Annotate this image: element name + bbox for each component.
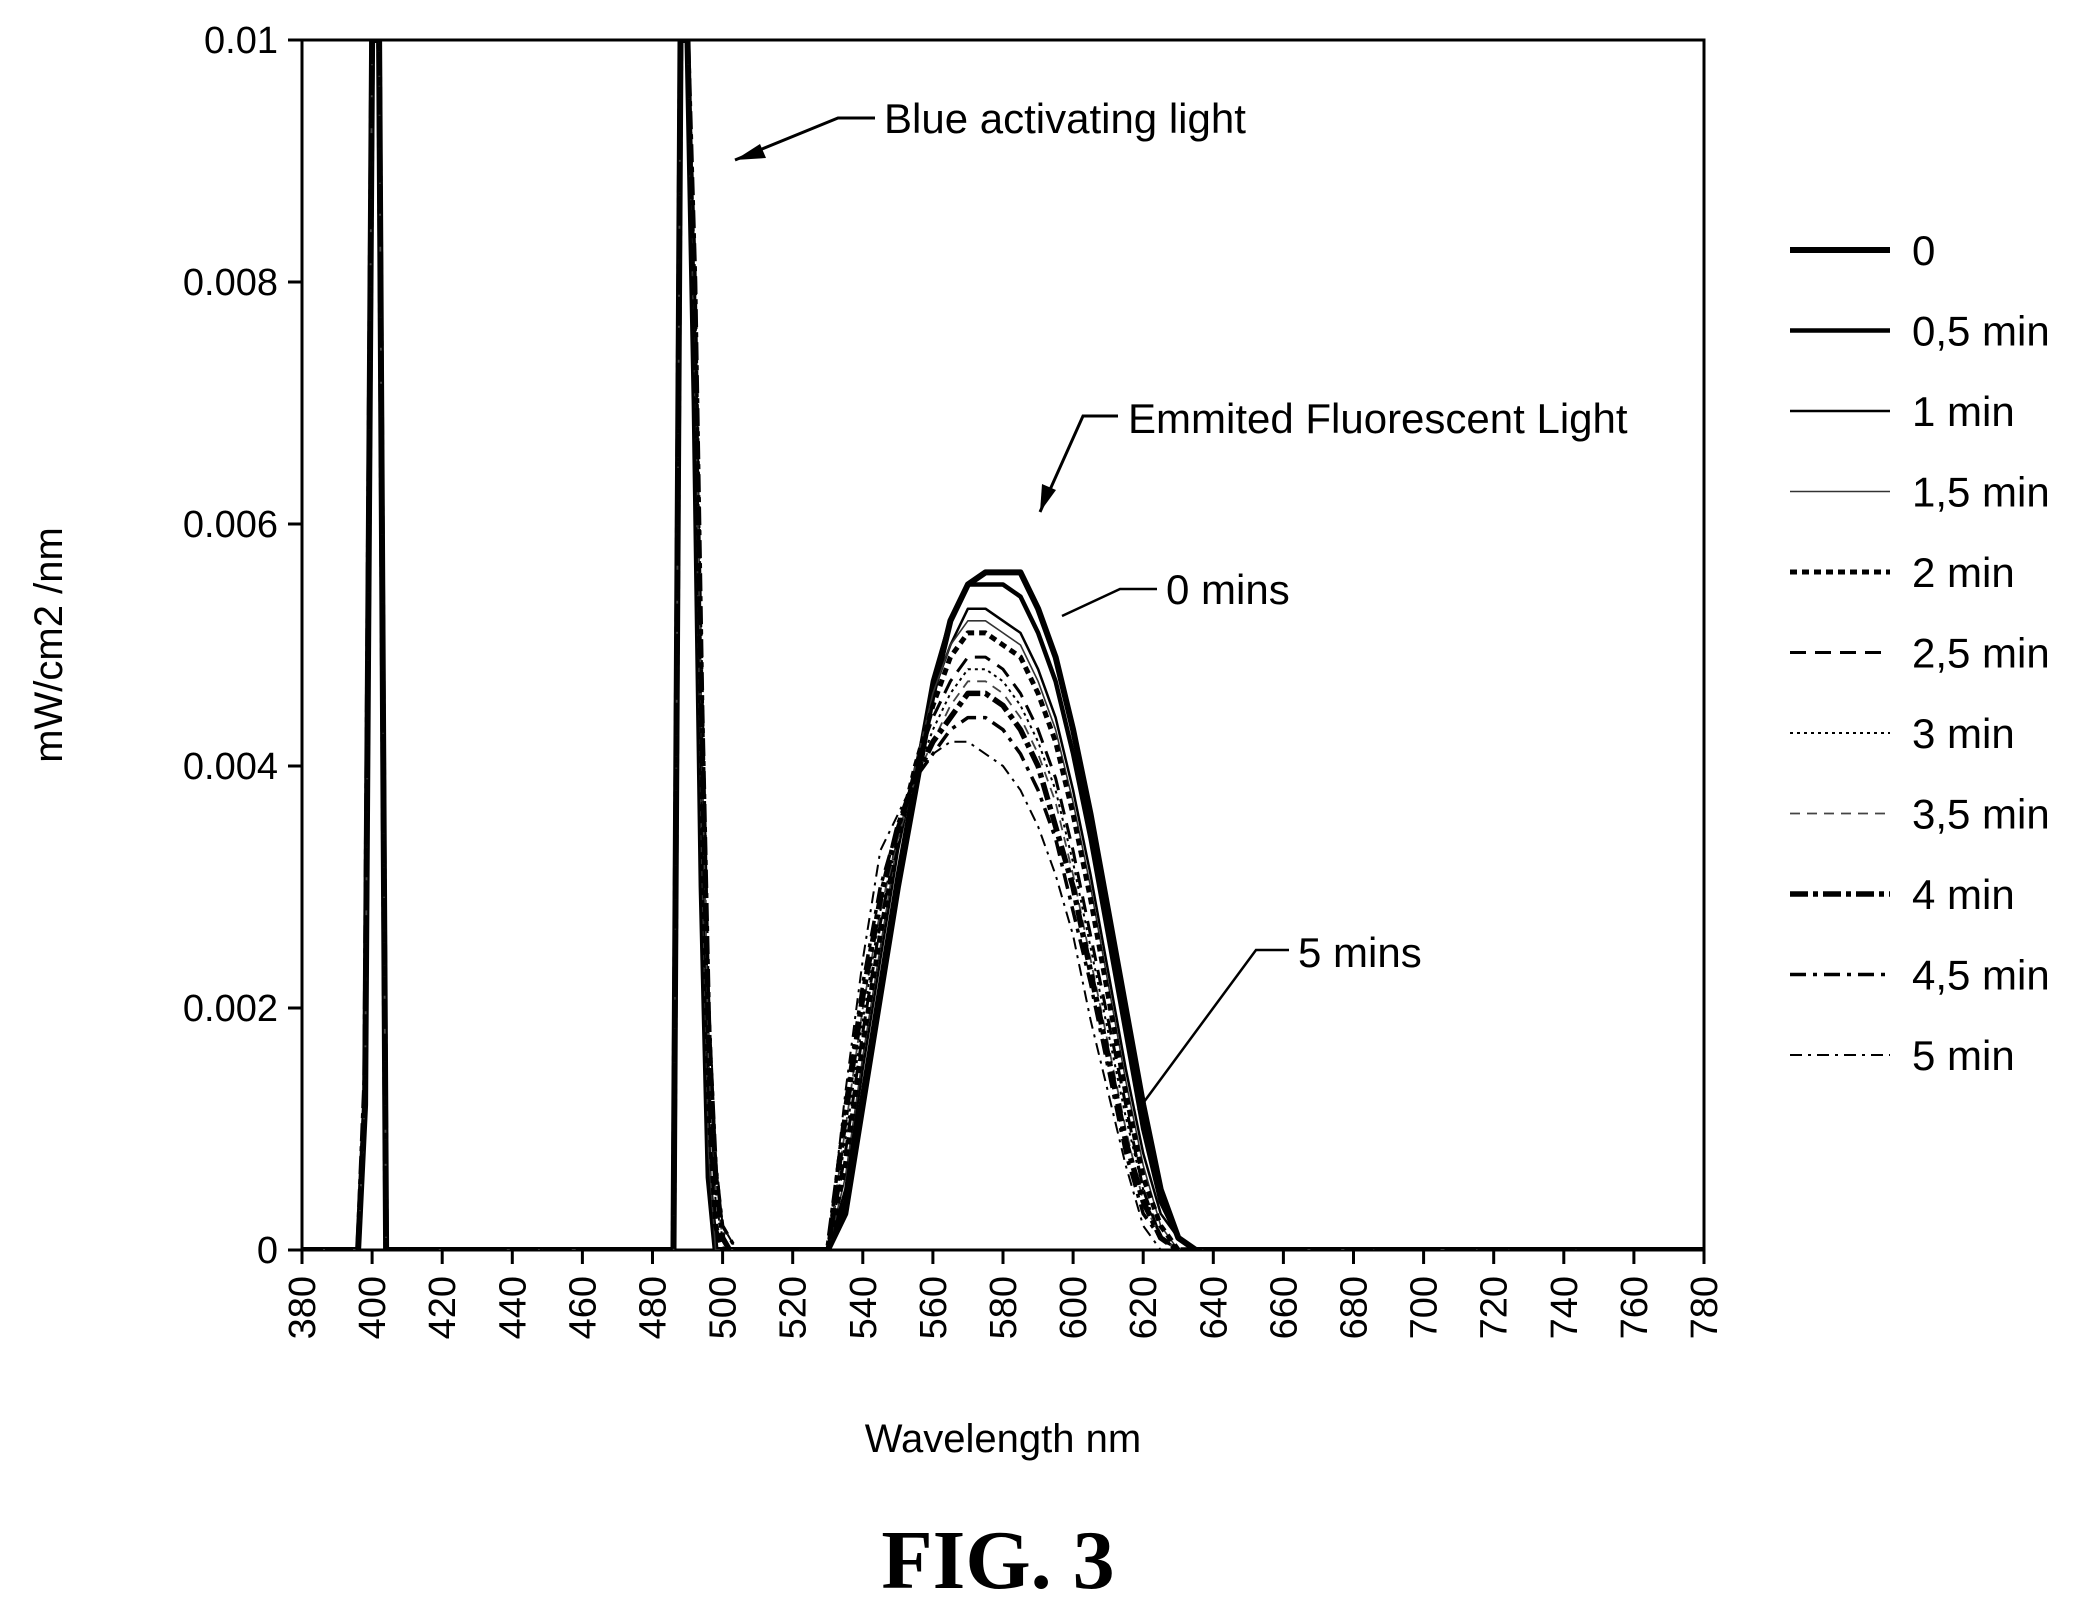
annotation-zero-mins: 0 mins: [1061, 566, 1290, 618]
legend-label: 4,5 min: [1912, 952, 2050, 999]
annotation-zero-mins-leader: [1061, 587, 1157, 618]
x-tick-label: 760: [1614, 1276, 1656, 1339]
x-tick-label: 740: [1544, 1276, 1586, 1339]
x-tick-label: 460: [562, 1276, 604, 1339]
annotation-zero-mins-label: 0 mins: [1166, 566, 1290, 613]
x-tick-label: 600: [1053, 1276, 1095, 1339]
y-tick-label: 0.006: [183, 504, 278, 546]
x-tick-label: 620: [1123, 1276, 1165, 1339]
annotation-blue-light-arrowhead: [735, 144, 766, 160]
x-tick-label: 660: [1263, 1276, 1305, 1339]
annotation-emitted-light-arrow: [1038, 414, 1118, 513]
annotation-blue-light: Blue activating light: [734, 95, 1246, 162]
x-tick-label: 680: [1334, 1276, 1376, 1339]
x-tick-label: 440: [492, 1276, 534, 1339]
legend-label: 5 min: [1912, 1032, 2015, 1079]
annotation-emitted-light: Emmited Fluorescent Light: [1038, 395, 1628, 513]
legend-label: 2 min: [1912, 549, 2015, 596]
legend-label: 3,5 min: [1912, 791, 2050, 838]
x-axis-title: Wavelength nm: [865, 1417, 1141, 1461]
y-axis: 0 0.002 0.004 0.006 0.008 0.01: [183, 20, 302, 1272]
legend-label: 0: [1912, 227, 1935, 274]
series-layer: [302, 40, 1704, 1250]
figure-caption: FIG. 3: [881, 1514, 1114, 1606]
annotation-blue-light-label: Blue activating light: [884, 95, 1246, 142]
legend: 0 0,5 min 1 min 1,5 min 2 min 2,5 min 3 min 3,5…: [1790, 227, 2050, 1079]
x-tick-label: 500: [703, 1276, 745, 1339]
x-tick-label: 560: [913, 1276, 955, 1339]
legend-label: 2,5 min: [1912, 630, 2050, 677]
y-tick-label: 0.01: [204, 20, 278, 62]
legend-label: 4 min: [1912, 871, 2015, 918]
x-tick-label: 380: [282, 1276, 324, 1339]
annotation-emitted-light-arrowhead: [1040, 484, 1056, 512]
x-tick-label: 580: [983, 1276, 1025, 1339]
x-tick-label: 720: [1474, 1276, 1516, 1339]
x-axis: 380 400 420 440 460 480 500 520 540 560 580 600 620 6…: [282, 1250, 1726, 1339]
annotation-five-mins-label: 5 mins: [1298, 929, 1422, 976]
legend-label: 0,5 min: [1912, 308, 2050, 355]
series-line-9: [302, 40, 1704, 1250]
x-tick-label: 700: [1404, 1276, 1446, 1339]
y-tick-label: 0.004: [183, 746, 278, 788]
annotation-blue-light-arrow: [734, 116, 875, 162]
legend-label: 1 min: [1912, 388, 2015, 435]
x-tick-label: 640: [1193, 1276, 1235, 1339]
annotation-five-mins: 5 mins: [1136, 929, 1422, 1111]
y-axis-title: mW/cm2 /nm: [27, 527, 71, 763]
legend-label: 3 min: [1912, 710, 2015, 757]
annotation-emitted-light-label: Emmited Fluorescent Light: [1128, 395, 1628, 442]
annotation-five-mins-leader: [1136, 948, 1289, 1111]
y-tick-label: 0: [257, 1230, 278, 1272]
x-tick-label: 480: [633, 1276, 675, 1339]
x-tick-label: 520: [773, 1276, 815, 1339]
x-tick-label: 780: [1684, 1276, 1726, 1339]
x-tick-label: 420: [422, 1276, 464, 1339]
y-tick-label: 0.002: [183, 988, 278, 1030]
y-tick-label: 0.008: [183, 262, 278, 304]
legend-label: 1,5 min: [1912, 469, 2050, 516]
series-line-5: [302, 40, 1704, 1250]
x-tick-label: 540: [843, 1276, 885, 1339]
x-tick-label: 400: [352, 1276, 394, 1339]
